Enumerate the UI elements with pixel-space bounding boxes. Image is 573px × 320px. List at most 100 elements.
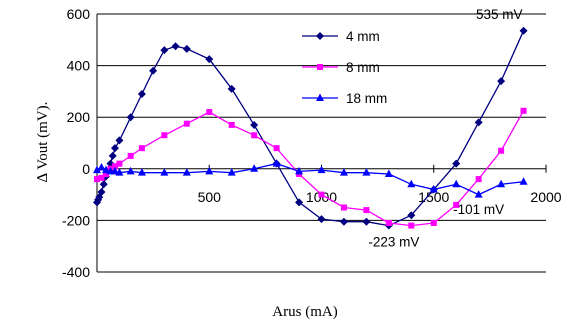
data-point [160, 168, 169, 176]
data-point [160, 46, 169, 55]
data-point [251, 132, 258, 139]
data-point [137, 168, 146, 176]
data-point [182, 44, 191, 53]
annotation-label: -223 mV [368, 234, 419, 249]
data-point [138, 145, 145, 152]
data-point [407, 211, 416, 220]
data-point [429, 184, 438, 193]
data-point [385, 219, 392, 226]
data-point [497, 77, 506, 86]
data-point [474, 190, 483, 198]
data-point [111, 163, 118, 170]
data-point [250, 164, 259, 172]
data-point [227, 84, 236, 93]
data-point [116, 160, 123, 167]
data-point [453, 201, 460, 208]
data-point [149, 66, 158, 75]
data-point [318, 191, 325, 198]
data-point [384, 169, 393, 177]
data-point [110, 166, 119, 175]
legend-item: 18 mm [302, 91, 387, 106]
data-point [102, 170, 109, 177]
data-point [126, 113, 135, 122]
x-tick-label: 2000 [530, 189, 561, 205]
data-point [363, 207, 370, 214]
data-point [115, 168, 124, 176]
data-point [126, 166, 135, 175]
data-point [97, 188, 106, 197]
data-point [101, 165, 110, 174]
data-point [339, 217, 348, 226]
data-point [520, 107, 527, 114]
data-point [408, 222, 415, 229]
data-point [272, 159, 281, 167]
legend-item: 4 mm [302, 29, 380, 44]
data-point [273, 145, 280, 152]
data-point [205, 166, 214, 175]
data-point [519, 177, 528, 185]
y-tick-label: 200 [67, 109, 91, 125]
data-point [228, 121, 235, 128]
data-point [183, 120, 190, 127]
legend: 4 mm 8 mm 18 mm [302, 29, 387, 106]
data-point [98, 174, 105, 181]
x-axis: 500100015002000 [198, 164, 562, 205]
data-point [430, 219, 437, 226]
x-axis-label: Arus (mA) [272, 304, 337, 320]
data-point [108, 151, 117, 160]
data-point [94, 176, 100, 183]
y-axis-label: ∆ Vout (mV). [35, 102, 51, 183]
data-point [317, 215, 326, 224]
data-point [474, 118, 483, 127]
legend-item: 8 mm [302, 60, 380, 75]
data-point [115, 136, 124, 145]
data-point [227, 168, 236, 176]
y-tick-label: 0 [82, 161, 90, 177]
data-point [250, 120, 259, 129]
x-tick-label: 1500 [418, 189, 449, 205]
series-18-mm [93, 159, 528, 198]
data-point [316, 93, 324, 101]
data-point [407, 179, 416, 188]
y-axis: 600 400 200 0 -200 -400 [62, 6, 98, 280]
y-tick-label: 400 [67, 58, 91, 74]
legend-label: 18 mm [346, 91, 387, 106]
series-4-mm [93, 26, 528, 230]
data-point [316, 32, 324, 40]
data-point [498, 147, 505, 154]
data-point [317, 165, 326, 174]
data-point [161, 132, 168, 139]
data-point [93, 165, 101, 174]
data-point [497, 179, 506, 188]
data-point [295, 166, 304, 175]
plot-series [93, 26, 528, 230]
x-tick-label: 500 [198, 189, 222, 205]
legend-label: 8 mm [346, 60, 380, 75]
data-point [452, 179, 461, 188]
data-point [97, 163, 106, 171]
data-point [182, 168, 191, 176]
annotation-label: -101 mV [453, 202, 504, 217]
data-point [452, 159, 461, 168]
data-point [206, 109, 213, 116]
data-point [99, 180, 108, 189]
data-point [519, 26, 528, 35]
annotations: 535 mV -101 mV -223 mV [368, 7, 522, 250]
data-point [475, 176, 482, 183]
data-point [362, 168, 371, 176]
data-point [137, 89, 146, 98]
data-point [205, 55, 214, 64]
y-tick-label: 600 [67, 6, 91, 22]
data-point [171, 42, 180, 51]
data-point [127, 152, 134, 159]
data-point [339, 168, 348, 176]
data-point [295, 198, 304, 207]
data-point [340, 204, 347, 211]
data-point [362, 217, 371, 226]
data-point [110, 144, 119, 153]
data-point [317, 64, 323, 70]
y-tick-label: -400 [62, 264, 90, 280]
y-tick-label: -200 [62, 212, 90, 228]
annotation-label: 535 mV [476, 7, 523, 22]
